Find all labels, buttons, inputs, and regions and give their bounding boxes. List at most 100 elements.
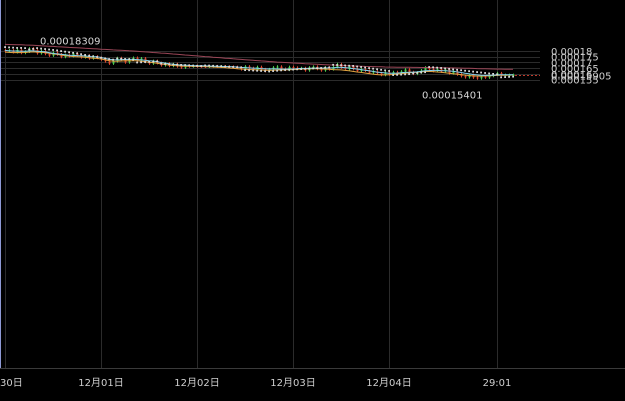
sar-dot-54 [220, 65, 222, 68]
sar-dot-4 [20, 47, 22, 49]
candle-118 [476, 76, 479, 80]
candle-body [476, 77, 479, 79]
y-tick-label-3: 0.000165 [551, 64, 599, 75]
y-axis: 0.000180.0001750.000170.0001650.000160.0… [551, 47, 599, 87]
sar-dot-26 [108, 58, 110, 60]
sar-dot-127 [512, 75, 514, 78]
candle-body [132, 57, 135, 60]
sar-dot-15 [64, 50, 66, 53]
sar-dot-17 [72, 51, 74, 54]
sar-dot-74 [300, 68, 302, 71]
sar-dot-35 [144, 61, 146, 63]
candle-body [424, 67, 427, 71]
sar-dot-68 [276, 69, 278, 72]
candle-body [248, 66, 251, 69]
y-tick-label-2: 0.00017 [551, 58, 592, 69]
candle-114 [460, 73, 463, 78]
candle-body [276, 66, 279, 68]
sar-dot-41 [168, 63, 170, 66]
sar-dot-59 [240, 66, 242, 69]
sar-dot-111 [448, 67, 450, 70]
sar-dot-2 [12, 46, 14, 49]
candle-body [452, 71, 455, 74]
sar-dot-92 [372, 67, 374, 70]
candle-body [500, 73, 503, 75]
sar-dot-126 [508, 75, 510, 78]
sar-dot-56 [228, 65, 230, 68]
sar-dot-65 [264, 70, 266, 73]
candle-body [260, 66, 263, 70]
candle-68 [276, 65, 279, 69]
candle-body [108, 61, 111, 64]
sar-dot-72 [292, 68, 294, 71]
sar-dot-116 [468, 70, 470, 73]
sar-dot-85 [344, 64, 346, 67]
candle-body [408, 69, 411, 73]
sar-dot-51 [208, 64, 210, 67]
sar-dot-62 [252, 69, 254, 72]
sar-dot-79 [320, 67, 322, 69]
y-tick-label-5: 0.000155 [551, 76, 599, 87]
sar-dot-43 [176, 63, 178, 66]
sar-dot-104 [420, 71, 422, 74]
candle-113 [456, 70, 459, 76]
candle-body [292, 66, 295, 68]
sar-dot-105 [424, 71, 426, 74]
candle-body [80, 55, 83, 58]
candle-body [48, 53, 51, 56]
candle-body [136, 57, 139, 61]
sar-dot-40 [164, 62, 166, 65]
sar-dot-67 [272, 70, 274, 72]
sar-dot-12 [52, 49, 54, 51]
sar-dot-34 [140, 61, 142, 64]
sar-dot-19 [80, 53, 82, 56]
sar-dot-86 [348, 64, 350, 67]
sar-dot-80 [324, 66, 326, 69]
sar-dot-115 [464, 69, 466, 72]
sar-dot-8 [36, 47, 38, 50]
candle-body [372, 71, 375, 73]
candle-body [272, 67, 275, 70]
sar-dot-32 [132, 58, 134, 61]
sar-dot-120 [484, 72, 486, 74]
y-tick-label-4: 0.00016 [551, 70, 592, 81]
candle-116 [468, 73, 471, 79]
sar-dot-10 [44, 48, 46, 50]
candle-body [368, 70, 371, 73]
candle-body [320, 68, 323, 71]
candle-body [288, 66, 291, 70]
sar-dot-5 [24, 47, 26, 50]
sar-dot-78 [316, 67, 318, 70]
candle-body [456, 71, 459, 75]
candle-body [512, 74, 515, 76]
sar-dot-57 [232, 66, 234, 68]
sar-dot-60 [244, 69, 246, 72]
sar-dot-36 [148, 60, 150, 63]
candle-body [344, 67, 347, 70]
sar-dot-31 [128, 58, 130, 61]
sar-dot-16 [68, 51, 70, 54]
sar-dot-53 [216, 65, 218, 67]
candle-body [488, 75, 491, 78]
sar-dot-22 [92, 55, 94, 58]
sar-dot-113 [456, 68, 458, 71]
sar-dot-58 [236, 66, 238, 69]
sar-dot-122 [492, 73, 494, 75]
candle-body [464, 76, 467, 78]
candle-61 [248, 65, 251, 70]
sar-dot-47 [192, 64, 194, 67]
sar-dot-107 [432, 66, 434, 69]
ma-mid-line [4, 51, 514, 77]
sar-dot-90 [364, 66, 366, 69]
current-price-label: 0.00015905 [551, 72, 611, 83]
sar-dot-121 [488, 72, 490, 75]
x-tick-label-3: 12月03日 [270, 377, 315, 389]
sar-dot-0 [4, 46, 6, 49]
sar-dot-55 [224, 65, 226, 68]
sar-dot-94 [380, 68, 382, 71]
candle-body [428, 67, 431, 70]
candle-body [380, 73, 383, 75]
sar-dot-88 [356, 65, 358, 68]
